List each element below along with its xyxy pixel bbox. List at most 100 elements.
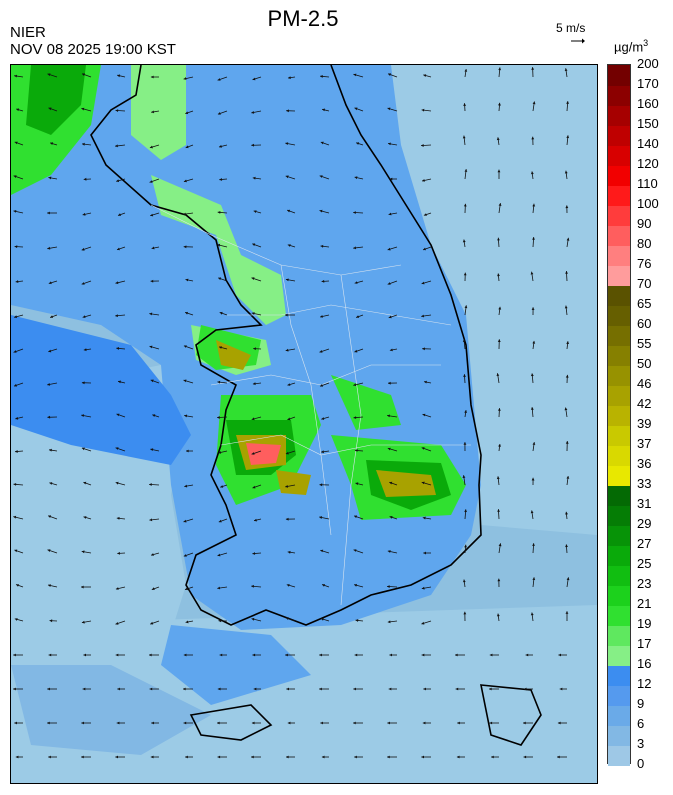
legend-swatch <box>608 65 630 86</box>
wind-arrowhead-icon <box>149 687 153 691</box>
wind-arrowhead-icon <box>150 279 154 283</box>
wind-arrowhead-icon <box>183 519 187 523</box>
wind-arrowhead-icon <box>353 383 357 387</box>
wind-arrowhead-icon <box>217 243 221 247</box>
tsushima-outline <box>480 684 542 746</box>
pm25-map[interactable] <box>10 64 598 784</box>
wind-arrowhead-icon <box>254 518 257 522</box>
wind-arrowhead-icon <box>220 485 224 488</box>
wind-arrowhead-icon <box>185 145 189 149</box>
legend-tick: 9 <box>637 696 645 711</box>
wind-arrowhead-icon <box>531 307 535 310</box>
wind-arrowhead-icon <box>252 243 256 247</box>
wind-arrowhead-icon <box>321 417 325 420</box>
wind-arrowhead-icon <box>151 553 154 556</box>
wind-arrowhead-icon <box>50 315 53 318</box>
wind-arrowhead-icon <box>14 721 17 725</box>
wind-arrowhead-icon <box>565 205 569 209</box>
wind-arrowhead-icon <box>81 381 85 385</box>
wind-arrowhead-icon <box>115 622 119 625</box>
wind-arrowhead-icon <box>150 75 154 79</box>
wind-arrowhead-icon <box>389 516 393 519</box>
legend-tick: 150 <box>637 116 659 131</box>
wind-arrowhead-icon <box>13 483 17 486</box>
wind-arrowhead-icon <box>565 544 568 548</box>
wind-arrowhead-icon <box>354 449 358 452</box>
wind-arrowhead-icon <box>81 721 84 725</box>
wind-arrowhead-icon <box>183 379 187 383</box>
legend-tick: 50 <box>637 356 652 371</box>
wind-arrowhead-icon <box>564 170 568 174</box>
wind-arrowhead-icon <box>462 579 466 583</box>
wind-arrowhead-icon <box>498 444 501 447</box>
wind-arrowhead-icon <box>565 611 569 614</box>
wind-arrowhead-icon <box>564 305 568 309</box>
wind-arrowhead-icon <box>149 483 152 486</box>
forecast-datetime: NOV 08 2025 19:00 KST <box>10 41 176 58</box>
wind-arrowhead-icon <box>81 107 85 111</box>
wind-arrowhead-icon <box>532 543 535 546</box>
wind-arrowhead-icon <box>463 272 467 276</box>
gwangju-olive-patch <box>276 470 311 495</box>
legend-swatch <box>608 325 630 346</box>
wind-arrowhead-icon <box>320 244 324 248</box>
reference-vector-label: 5 m/s <box>556 21 586 35</box>
legend-tick: 110 <box>637 176 658 191</box>
legend-tick: 31 <box>637 496 652 511</box>
wind-arrowhead-icon <box>387 585 390 588</box>
wind-arrowhead-icon <box>252 485 256 489</box>
wind-arrowhead-icon <box>491 755 494 759</box>
wind-arrowhead-icon <box>183 212 186 216</box>
wind-arrowhead-icon <box>421 653 425 657</box>
wind-arrowhead-icon <box>251 312 255 315</box>
wind-arrowhead-icon <box>117 74 121 78</box>
wind-arrowhead-icon <box>464 410 468 413</box>
wind-arrowhead-icon <box>497 339 501 342</box>
southwest-sea-field <box>11 665 211 755</box>
wind-arrowhead-icon <box>151 587 155 590</box>
wind-arrowhead-icon <box>530 612 534 616</box>
wind-arrowhead-icon <box>319 175 323 178</box>
wind-arrowhead-icon <box>455 687 459 691</box>
wind-arrowhead-icon <box>149 653 152 657</box>
wind-arrowhead-icon <box>13 350 17 353</box>
wind-arrowhead-icon <box>353 211 356 214</box>
wind-arrowhead-icon <box>217 211 221 214</box>
legend-swatch <box>608 725 630 746</box>
wind-arrowhead-icon <box>115 281 119 285</box>
wind-arrowhead-icon <box>252 77 256 81</box>
wind-arrowhead-icon <box>287 721 291 725</box>
gyeongnam-olive-patch <box>376 470 436 497</box>
wind-arrowhead-icon <box>117 551 120 555</box>
wind-arrowhead-icon <box>531 136 535 140</box>
wind-arrowhead-icon <box>186 449 189 453</box>
wind-arrowhead-icon <box>565 271 568 274</box>
legend-swatch <box>608 185 630 206</box>
wind-arrowhead-icon <box>285 485 289 488</box>
wind-arrowhead-icon <box>83 348 87 352</box>
wind-arrowhead-icon <box>389 653 392 657</box>
wind-arrowhead-icon <box>498 306 502 310</box>
color-legend <box>607 64 631 766</box>
legend-swatch <box>608 205 630 226</box>
legend-swatch <box>608 365 630 386</box>
wind-arrowhead-icon <box>219 178 223 181</box>
wind-arrowhead-icon <box>152 414 156 417</box>
wind-arrowhead-icon <box>498 203 502 206</box>
wind-arrowhead-icon <box>388 142 391 146</box>
wind-arrowhead-icon <box>320 721 323 725</box>
wind-arrowhead-icon <box>218 451 222 454</box>
legend-tick: 0 <box>637 756 645 771</box>
unit-exponent: 3 <box>643 38 649 48</box>
wind-arrowhead-icon <box>566 101 569 104</box>
legend-tick: 60 <box>637 316 652 331</box>
wind-arrowhead-icon <box>150 448 154 451</box>
wind-arrowhead-icon <box>50 142 54 145</box>
wind-arrowhead-icon <box>47 721 50 725</box>
wind-arrowhead-icon <box>48 107 52 111</box>
wind-arrowhead-icon <box>253 210 257 213</box>
wind-arrowhead-icon <box>353 549 357 552</box>
legend-swatch <box>608 625 630 646</box>
wind-arrowhead-icon <box>389 177 393 181</box>
legend-swatch <box>608 505 630 526</box>
